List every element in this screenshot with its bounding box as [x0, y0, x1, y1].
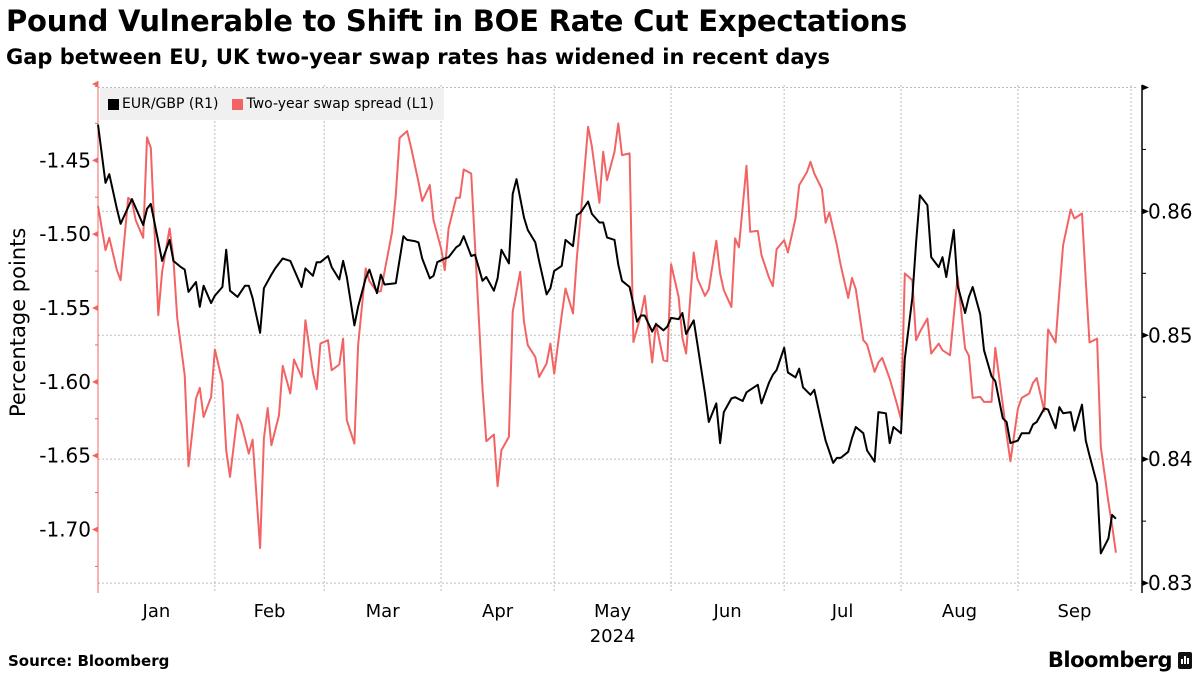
axes: Jan Feb Mar Apr May 2024 Jun Jul Aug Sep -1.45 -1.5…	[39, 81, 1193, 647]
x-tick-label: May	[594, 601, 632, 622]
x-tick-label: Feb	[254, 601, 286, 622]
right-tick-label: 0.84	[1148, 447, 1193, 471]
x-tick-label: Mar	[366, 601, 401, 622]
x-tick-label: Apr	[482, 601, 514, 622]
right-tick-mark	[1142, 580, 1149, 587]
left-tick-label: -1.60	[39, 370, 91, 394]
x-tick-label: Sep	[1057, 601, 1091, 622]
left-tick-label: -1.45	[39, 148, 91, 172]
legend-label: EUR/GBP (R1)	[122, 96, 219, 112]
eurgbp-line	[97, 124, 1117, 555]
left-tick-mark	[92, 452, 98, 459]
right-tick-mark	[1142, 208, 1149, 215]
right-tick-label: 0.83	[1148, 571, 1193, 595]
x-tick-label: Aug	[942, 601, 977, 622]
left-tick-label: -1.50	[39, 222, 91, 246]
left-tick-label: -1.55	[39, 296, 91, 320]
x-tick-label: Jul	[831, 601, 854, 622]
legend-label: Two-year swap spread (L1)	[246, 96, 434, 112]
series-lines	[97, 122, 1117, 555]
x-tick-label: Jan	[142, 601, 171, 622]
legend-item-swap-spread: Two-year swap spread (L1)	[232, 96, 434, 112]
chart-subtitle: Gap between EU, UK two-year swap rates h…	[6, 45, 831, 69]
left-tick-mark	[92, 231, 98, 238]
right-tick-label: 0.85	[1148, 323, 1193, 347]
left-tick-mark	[92, 157, 98, 164]
legend-swatch-black	[108, 98, 119, 110]
left-tick-label: -1.65	[39, 444, 91, 468]
left-tick-label: -1.70	[39, 518, 91, 542]
y-axis-label: Percentage points	[6, 227, 30, 417]
left-tick-mark	[92, 304, 98, 311]
left-tick-mark	[92, 378, 98, 385]
bloomberg-logo: Bloomberg	[1048, 648, 1192, 672]
left-axis-top-arrow	[92, 81, 98, 87]
x-year-label: 2024	[590, 626, 636, 647]
gridlines	[98, 85, 1138, 593]
chart-title: Pound Vulnerable to Shift in BOE Rate Cu…	[6, 4, 908, 38]
left-tick-mark	[92, 526, 98, 533]
right-tick-mark	[1142, 332, 1149, 339]
legend: EUR/GBP (R1) Two-year swap spread (L1)	[100, 88, 444, 120]
swap-spread-line	[97, 122, 1117, 553]
legend-item-eurgbp: EUR/GBP (R1)	[108, 96, 218, 112]
legend-swatch-red	[232, 98, 244, 110]
logo-text: Bloomberg	[1047, 648, 1173, 672]
right-axis-top-arrow	[1142, 84, 1149, 91]
x-tick-label: Jun	[713, 601, 742, 622]
bloomberg-chart-icon	[1178, 651, 1192, 669]
source-note: Source: Bloomberg	[8, 652, 170, 670]
right-tick-mark	[1142, 456, 1149, 463]
right-tick-label: 0.86	[1148, 199, 1193, 223]
